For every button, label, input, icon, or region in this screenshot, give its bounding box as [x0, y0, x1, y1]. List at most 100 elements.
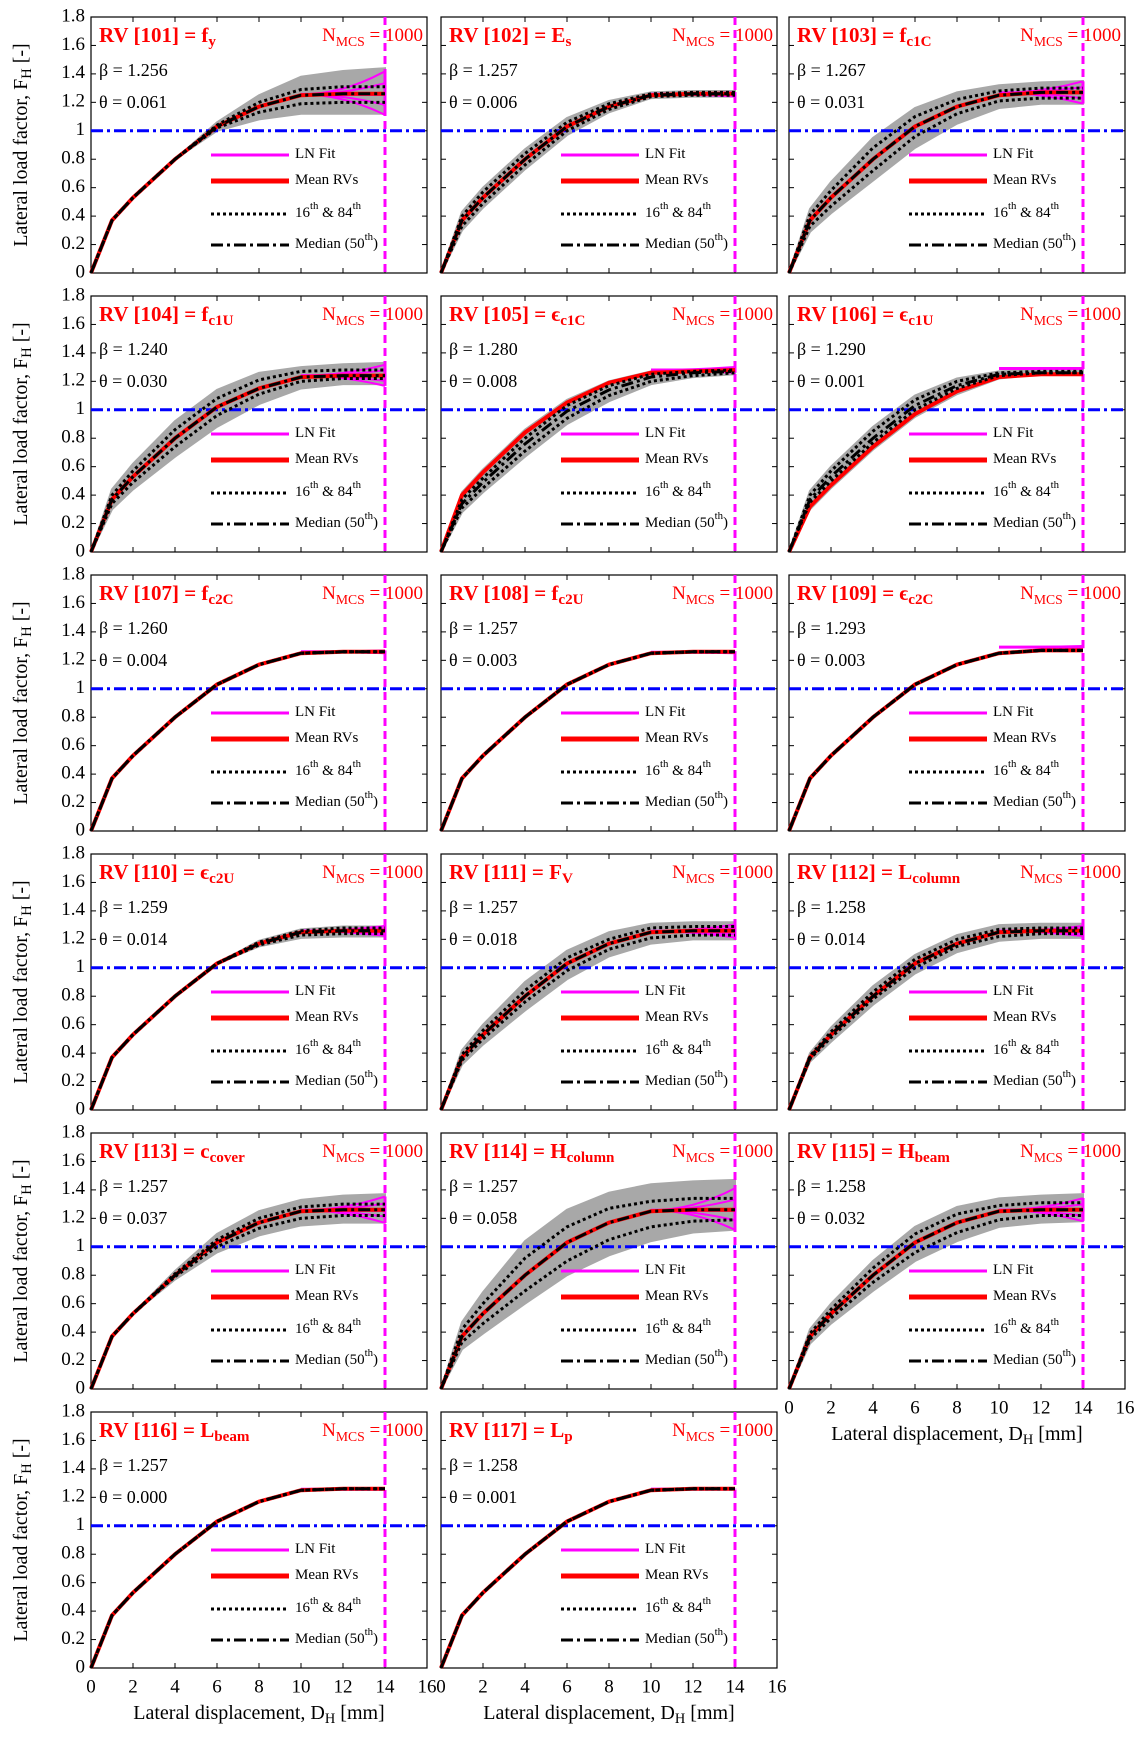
- ln-fit: [650, 366, 736, 371]
- legend-label: LN Fit: [645, 983, 686, 999]
- legend-label-part: ): [1071, 1352, 1076, 1368]
- legend-label-part: Median (50: [645, 236, 715, 252]
- legend-label-part: Median (50: [295, 1631, 365, 1647]
- sample-count-part: MCS: [686, 313, 715, 328]
- legend-label-part: ): [723, 794, 728, 810]
- legend-label: Mean RVs: [993, 730, 1057, 746]
- legend-label-part: th: [703, 758, 712, 770]
- sample-count-part: = 1000: [365, 583, 423, 604]
- x-axis-label-part: Lateral displacement, D: [483, 1702, 675, 1724]
- sample-count-part: N: [1020, 862, 1034, 883]
- legend-label-part: Mean RVs: [295, 730, 359, 746]
- sample-count-part: N: [672, 25, 686, 46]
- y-tick-label: 0: [76, 1377, 86, 1398]
- median-line: [439, 1208, 735, 1390]
- legend-label: LN Fit: [645, 425, 686, 441]
- y-tick-label: 0: [76, 1656, 86, 1677]
- legend-label-part: Median (50: [645, 1631, 715, 1647]
- mean-line: [439, 367, 736, 553]
- y-tick-label: 0.4: [61, 1041, 85, 1062]
- legend-label-part: Mean RVs: [993, 1288, 1057, 1304]
- sample-count: NMCS = 1000: [322, 1420, 423, 1444]
- y-tick-label: 1.6: [61, 313, 85, 334]
- x-axis-label-part: Lateral displacement, D: [831, 1423, 1023, 1445]
- legend-label: Mean RVs: [993, 451, 1057, 467]
- legend-label-part: LN Fit: [645, 425, 686, 441]
- y-tick-label: 0.2: [61, 1349, 85, 1370]
- panel-title: RV [117] = Lp: [449, 1418, 573, 1446]
- legend-label: 16th & 84th: [645, 200, 712, 221]
- y-tick-label: 1: [76, 677, 86, 698]
- panel-title-part: c1C: [906, 34, 931, 50]
- panel-title-part: RV [115] = H: [797, 1139, 915, 1163]
- legend-label-part: LN Fit: [295, 1262, 336, 1278]
- x-tick-label: 0: [784, 1397, 794, 1418]
- legend-label-part: Mean RVs: [295, 172, 359, 188]
- y-tick-label: 0.6: [61, 176, 85, 197]
- x-axis-label-part: [mm]: [335, 1702, 384, 1724]
- y-tick-label: 1.8: [61, 5, 85, 26]
- sample-count-part: = 1000: [1063, 304, 1121, 325]
- median-line: [89, 929, 385, 1111]
- fit-statistic: β = 1.260: [99, 618, 168, 638]
- legend-label-part: & 84: [318, 205, 353, 221]
- y-tick-label: 1.8: [61, 1121, 85, 1142]
- legend-label-part: & 84: [1016, 1321, 1051, 1337]
- fit-statistic: θ = 0.031: [797, 92, 865, 112]
- sample-count: NMCS = 1000: [1020, 304, 1121, 328]
- plot-frame: [90, 16, 428, 274]
- legend-label: Median (50th): [645, 1068, 728, 1089]
- legend-label-part: th: [310, 1037, 319, 1049]
- fit-statistic: β = 1.280: [449, 339, 518, 359]
- fit-statistic: β = 1.258: [449, 1455, 518, 1475]
- sample-count-part: MCS: [336, 871, 365, 886]
- x-axis-label-part: H: [675, 1711, 685, 1727]
- legend-label: Median (50th): [295, 1626, 378, 1647]
- fit-statistic: β = 1.258: [797, 897, 866, 917]
- legend-label: Median (50th): [993, 231, 1076, 252]
- legend-label-part: LN Fit: [993, 704, 1034, 720]
- x-tick-label: 4: [170, 1676, 180, 1697]
- legend-label-part: th: [353, 1037, 362, 1049]
- y-tick-label: 0: [76, 261, 86, 282]
- plot-frame: [90, 295, 428, 553]
- percentile-line: [787, 932, 1083, 1111]
- legend-label: Mean RVs: [645, 730, 709, 746]
- legend-label: Mean RVs: [993, 1009, 1057, 1025]
- y-axis-label-part: H: [19, 1184, 35, 1194]
- percentile-line: [439, 1218, 736, 1390]
- legend-label-part: th: [353, 200, 362, 212]
- legend-label-part: th: [660, 200, 669, 212]
- median-line: [439, 929, 735, 1111]
- legend-label-part: & 84: [318, 1042, 353, 1058]
- legend-label-part: th: [310, 200, 319, 212]
- legend-label-part: 16: [645, 1600, 661, 1616]
- legend-label-part: Median (50: [993, 515, 1063, 531]
- legend-label-part: th: [715, 1068, 724, 1080]
- sample-count-part: = 1000: [715, 1141, 773, 1162]
- panel-title-part: RV [113] = c: [99, 1139, 210, 1163]
- fit-statistic: β = 1.259: [99, 897, 168, 917]
- sample-count: NMCS = 1000: [1020, 25, 1121, 49]
- x-tick-label: 14: [1074, 1397, 1094, 1418]
- x-axis-label: Lateral displacement, DH [mm]: [483, 1702, 734, 1728]
- legend-label-part: th: [1008, 1316, 1017, 1328]
- y-axis-label-part: Lateral load factor, F: [10, 1195, 32, 1363]
- y-tick-label: 1.4: [61, 899, 85, 920]
- legend-label-part: th: [1051, 1037, 1060, 1049]
- legend-label: 16th & 84th: [645, 1316, 712, 1337]
- legend-label-part: Median (50: [295, 515, 365, 531]
- legend-label-part: & 84: [1016, 484, 1051, 500]
- sample-count-part: MCS: [336, 1429, 365, 1444]
- sample-count-part: MCS: [686, 592, 715, 607]
- y-tick-label: 1.8: [61, 1400, 85, 1421]
- legend-label-part: & 84: [668, 763, 703, 779]
- y-tick-label: 0.6: [61, 734, 85, 755]
- sample-count-part: = 1000: [365, 304, 423, 325]
- percentile-line: [89, 926, 385, 1111]
- percentile-line: [439, 1487, 735, 1669]
- legend-label-part: & 84: [318, 1600, 353, 1616]
- y-tick-label: 0.8: [61, 706, 85, 727]
- legend-label-part: LN Fit: [295, 425, 336, 441]
- legend-label: 16th & 84th: [645, 479, 712, 500]
